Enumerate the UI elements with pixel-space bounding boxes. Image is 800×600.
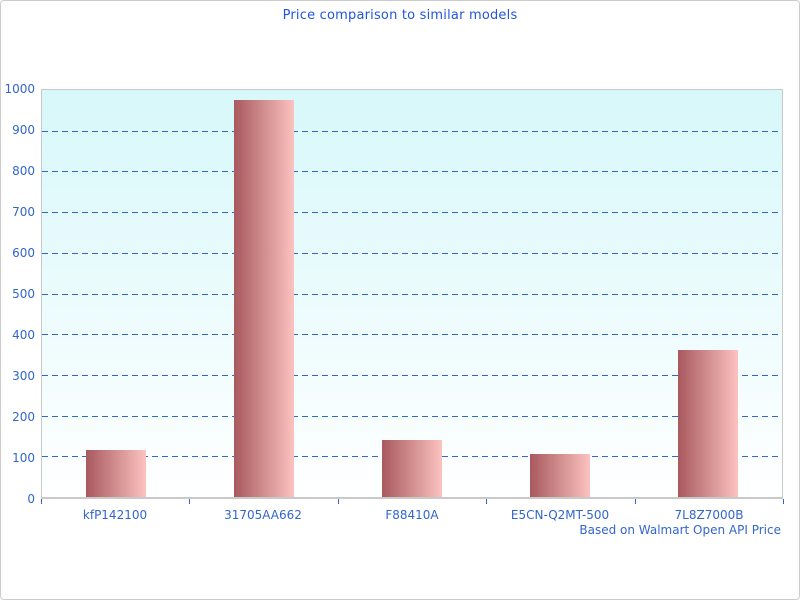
- bar-kfP142100: [86, 450, 146, 497]
- x-axis-label-F88410A: F88410A: [385, 508, 439, 522]
- x-axis-tick: [635, 499, 636, 504]
- chart-footnote: Based on Walmart Open API Price: [579, 523, 781, 537]
- gridline-200: [42, 416, 782, 417]
- plot-area: [41, 89, 783, 499]
- gridline-800: [42, 171, 782, 172]
- x-axis-label-7L8Z7000B: 7L8Z7000B: [674, 508, 744, 522]
- y-axis-label-100: 100: [12, 451, 35, 465]
- bar-F88410A: [382, 440, 442, 497]
- x-axis-label-E5CN-Q2MT-500: E5CN-Q2MT-500: [510, 508, 610, 522]
- bar-E5CN-Q2MT-500: [530, 454, 590, 497]
- gridline-600: [42, 253, 782, 254]
- chart-title: Price comparison to similar models: [282, 8, 518, 23]
- y-axis-label-700: 700: [12, 205, 35, 219]
- y-axis-label-800: 800: [12, 164, 35, 178]
- y-axis-label-500: 500: [12, 287, 35, 301]
- x-axis-label-31705AA662: 31705AA662: [224, 508, 302, 522]
- y-axis-label-400: 400: [12, 328, 35, 342]
- y-axis-label-600: 600: [12, 246, 35, 260]
- gridline-900: [42, 131, 782, 132]
- x-axis-tick: [338, 499, 339, 504]
- x-axis-label-kfP142100: kfP142100: [82, 508, 148, 522]
- y-axis-label-0: 0: [27, 492, 35, 506]
- gridline-300: [42, 375, 782, 376]
- y-axis-label-300: 300: [12, 369, 35, 383]
- y-axis-label-1000: 1000: [4, 82, 35, 96]
- y-axis-label-200: 200: [12, 410, 35, 424]
- gridline-700: [42, 212, 782, 213]
- x-axis-tick: [189, 499, 190, 504]
- x-axis-tick: [41, 499, 42, 504]
- x-axis-tick: [783, 499, 784, 504]
- y-axis-label-900: 900: [12, 123, 35, 137]
- bar-7L8Z7000B: [678, 350, 738, 497]
- gridline-400: [42, 334, 782, 335]
- x-axis-tick: [486, 499, 487, 504]
- bar-31705AA662: [234, 100, 294, 497]
- gridline-500: [42, 294, 782, 295]
